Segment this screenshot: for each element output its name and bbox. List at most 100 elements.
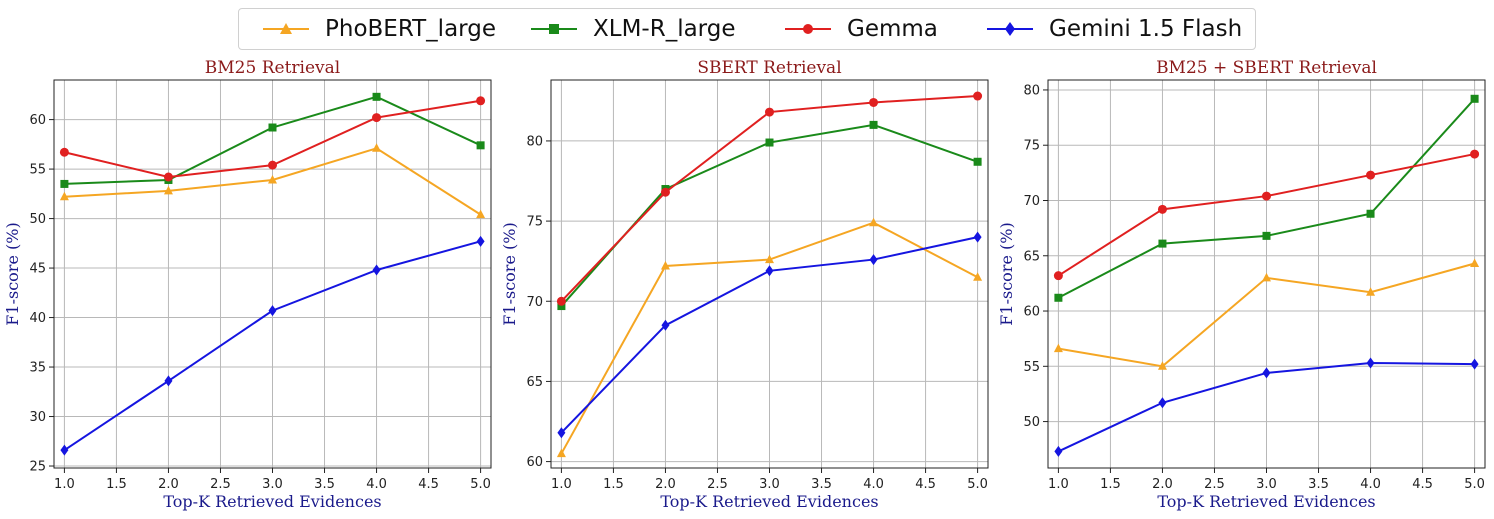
data-point: [163, 172, 173, 182]
series-xlm-r-large: [1054, 94, 1479, 302]
data-point: [973, 231, 982, 243]
y-tick-label: 55: [1023, 360, 1040, 375]
y-tick-label: 35: [29, 361, 46, 376]
data-point: [660, 187, 670, 197]
legend-label: Gemma: [847, 16, 938, 42]
data-point: [765, 138, 774, 147]
data-point: [869, 254, 878, 266]
data-point: [476, 235, 485, 247]
x-tick-label: 3.5: [811, 477, 832, 492]
y-axis-label: F1-score (%): [997, 222, 1016, 325]
data-point: [59, 191, 69, 201]
y-tick-label: 60: [526, 455, 543, 470]
data-point: [661, 319, 670, 331]
y-tick-label: 75: [526, 215, 543, 230]
x-tick-label: 1.5: [106, 477, 127, 492]
data-point: [60, 444, 69, 456]
x-tick-label: 2.0: [1152, 477, 1173, 492]
y-tick-label: 50: [1023, 415, 1040, 430]
data-point: [1158, 397, 1167, 409]
x-tick-label: 1.0: [54, 477, 75, 492]
data-point: [1158, 239, 1167, 248]
data-point: [1157, 361, 1167, 370]
series-phobert-large: [59, 143, 486, 219]
data-point: [765, 265, 774, 277]
panel-title: BM25 + SBERT Retrieval: [1156, 58, 1377, 78]
x-tick-label: 1.0: [1048, 477, 1069, 492]
x-tick-label: 4.5: [1412, 477, 1433, 492]
x-tick-label: 5.0: [967, 477, 988, 492]
y-tick-label: 50: [29, 212, 46, 227]
y-tick-label: 80: [1023, 83, 1040, 98]
chart-panel-2: 1.0 1.5 2.0 2.5 3.0 3.5 4.0 4.5 5.0 60 65 70 75 80 SBE…: [500, 58, 989, 511]
data-point: [973, 157, 982, 166]
chart-panel-1: 1.0 1.5 2.0 2.5 3.0 3.5 4.0 4.5 5.0 25 30 35 40 45 50 5…: [3, 58, 492, 511]
legend-marker-diamond: [987, 22, 1033, 36]
data-point: [268, 123, 277, 132]
data-point: [476, 96, 486, 106]
x-tick-label: 3.5: [1308, 477, 1329, 492]
data-point: [268, 160, 277, 170]
legend-item-xlmr: XLM-R_large: [529, 9, 735, 49]
x-tick-label: 2.5: [707, 477, 728, 492]
series-phobert-large: [1053, 258, 1480, 370]
legend-item-gemini: Gemini 1.5 Flash: [985, 9, 1242, 49]
y-tick-label: 65: [1023, 249, 1040, 264]
y-tick-label: 60: [29, 113, 46, 128]
series-gemini-1-5-flash: [1054, 357, 1479, 457]
series-phobert-large: [556, 217, 983, 458]
x-tick-label: 4.0: [1360, 477, 1381, 492]
legend-label: PhoBERT_large: [325, 16, 496, 42]
data-point: [1366, 357, 1375, 369]
data-point: [372, 113, 382, 123]
x-axis-label: Top-K Retrieved Evidences: [163, 492, 381, 511]
x-tick-label: 1.5: [1100, 477, 1121, 492]
data-point: [1262, 231, 1271, 240]
data-point: [59, 147, 69, 157]
data-point: [372, 92, 381, 101]
y-tick-label: 80: [526, 134, 543, 149]
legend-marker-square: [531, 24, 577, 34]
data-point: [1366, 170, 1376, 180]
data-point: [869, 97, 879, 107]
data-point: [556, 296, 566, 306]
data-point: [1470, 258, 1480, 267]
data-point: [765, 107, 774, 117]
y-tick-label: 55: [29, 163, 46, 178]
x-tick-label: 3.5: [314, 477, 335, 492]
data-point: [973, 91, 983, 101]
data-point: [1262, 272, 1271, 282]
data-point: [1262, 367, 1271, 379]
data-point: [869, 217, 879, 227]
x-tick-label: 5.0: [1464, 477, 1485, 492]
data-point: [1366, 287, 1376, 296]
x-tick-label: 3.0: [262, 477, 283, 492]
data-point: [1262, 191, 1271, 201]
y-tick-label: 70: [1023, 194, 1040, 209]
data-point: [164, 375, 173, 387]
data-point: [60, 179, 69, 188]
data-point: [765, 254, 774, 264]
series-gemma: [556, 91, 983, 306]
data-point: [1470, 149, 1480, 159]
data-point: [1054, 293, 1063, 302]
y-tick-label: 75: [1023, 139, 1040, 154]
y-tick-label: 40: [29, 311, 46, 326]
data-point: [268, 305, 277, 317]
data-point: [1053, 343, 1063, 353]
x-axis-label: Top-K Retrieved Evidences: [1157, 492, 1375, 511]
y-axis-label: F1-score (%): [500, 222, 519, 325]
data-point: [372, 143, 382, 152]
x-tick-label: 2.0: [158, 477, 179, 492]
y-axis-label: F1-score (%): [3, 222, 22, 325]
legend-item-phobert: PhoBERT_large: [261, 9, 496, 49]
legend-label: XLM-R_large: [593, 16, 736, 42]
x-tick-label: 4.5: [915, 477, 936, 492]
series-gemma: [59, 96, 486, 182]
data-point: [660, 260, 670, 270]
y-tick-label: 25: [29, 460, 46, 475]
data-point: [973, 272, 983, 281]
x-tick-label: 3.0: [1256, 477, 1277, 492]
x-tick-label: 5.0: [470, 477, 491, 492]
